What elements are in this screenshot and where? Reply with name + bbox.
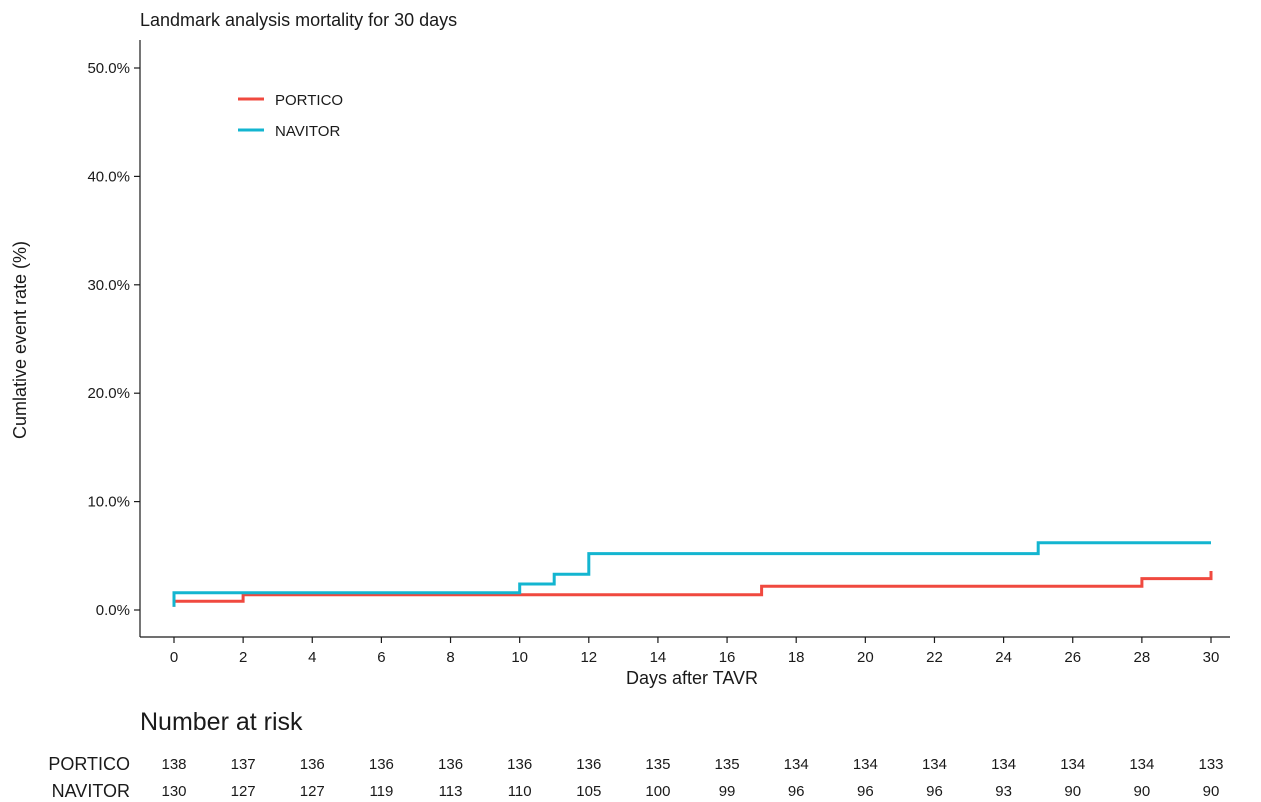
chart-title: Landmark analysis mortality for 30 days — [140, 10, 457, 30]
x-tick-label: 20 — [857, 649, 874, 666]
risk-cell: 135 — [715, 756, 740, 773]
risk-cell: 100 — [645, 783, 670, 800]
risk-cell: 110 — [508, 783, 532, 800]
x-tick-label: 6 — [377, 649, 385, 666]
x-tick-label: 10 — [511, 649, 528, 666]
risk-cell: 96 — [788, 783, 805, 800]
y-tick-label: 10.0% — [87, 494, 130, 511]
x-axis-title: Days after TAVR — [626, 668, 758, 688]
y-tick-label: 40.0% — [87, 168, 130, 185]
y-tick-label: 50.0% — [87, 60, 130, 77]
risk-row-label: NAVITOR — [52, 781, 130, 801]
risk-cell: 136 — [369, 756, 394, 773]
risk-cell: 113 — [439, 783, 463, 800]
x-tick-label: 22 — [926, 649, 943, 666]
risk-cell: 99 — [719, 783, 736, 800]
risk-cell: 96 — [926, 783, 943, 800]
x-tick-label: 28 — [1134, 649, 1151, 666]
y-tick-label: 30.0% — [87, 277, 130, 294]
series-layer — [172, 541, 1213, 607]
x-tick-label: 14 — [650, 649, 667, 666]
risk-cell: 135 — [645, 756, 670, 773]
series-line-navitor — [172, 541, 1211, 607]
x-tick-label: 30 — [1203, 649, 1220, 666]
x-tick-label: 0 — [170, 649, 178, 666]
risk-cell: 136 — [300, 756, 325, 773]
x-tick-label: 2 — [239, 649, 247, 666]
risk-cell: 127 — [300, 783, 325, 800]
series-line-portico — [172, 571, 1213, 607]
risk-cell: 90 — [1134, 783, 1151, 800]
risk-cell: 134 — [1129, 756, 1154, 773]
risk-cell: 134 — [784, 756, 809, 773]
risk-row-label: PORTICO — [48, 754, 130, 774]
risk-table-title: Number at risk — [140, 708, 303, 736]
risk-cell: 136 — [576, 756, 601, 773]
risk-cell: 134 — [1060, 756, 1085, 773]
y-axis: 0.0% 10.0% 20.0% 30.0% 40.0% 50.0% — [87, 40, 141, 637]
risk-cell: 136 — [438, 756, 463, 773]
legend-label-navitor: NAVITOR — [275, 123, 340, 140]
risk-cell: 93 — [995, 783, 1012, 800]
y-tick-label: 0.0% — [96, 602, 130, 619]
y-ticks: 0.0% 10.0% 20.0% 30.0% 40.0% 50.0% — [87, 60, 140, 619]
x-tick-label: 24 — [995, 649, 1012, 666]
risk-cell: 134 — [991, 756, 1016, 773]
y-tick-label: 20.0% — [87, 385, 130, 402]
legend: PORTICO NAVITOR — [238, 92, 343, 140]
risk-cell: 137 — [231, 756, 256, 773]
risk-cell: 119 — [369, 783, 393, 800]
risk-cell: 134 — [853, 756, 878, 773]
legend-label-portico: PORTICO — [275, 92, 343, 109]
x-tick-label: 16 — [719, 649, 736, 666]
risk-cell: 133 — [1198, 756, 1223, 773]
x-tick-label: 18 — [788, 649, 805, 666]
risk-cell: 138 — [161, 756, 186, 773]
risk-cell: 136 — [507, 756, 532, 773]
risk-cell: 127 — [231, 783, 256, 800]
risk-cell: 90 — [1203, 783, 1220, 800]
x-tick-label: 8 — [446, 649, 454, 666]
risk-cell: 105 — [576, 783, 601, 800]
y-axis-title: Cumlative event rate (%) — [10, 241, 30, 439]
x-tick-label: 4 — [308, 649, 316, 666]
risk-table: PORTICO 138 137 136 136 136 136 136 135 135 134 134… — [48, 754, 1223, 801]
risk-cell: 96 — [857, 783, 874, 800]
x-axis: 0 2 4 6 8 10 12 14 16 18 20 22 24 26 28 30 — [140, 636, 1230, 666]
x-ticks: 0 2 4 6 8 10 12 14 16 18 20 22 24 26 28 30 — [170, 637, 1220, 666]
risk-cell: 134 — [922, 756, 947, 773]
risk-cell: 130 — [161, 783, 186, 800]
x-tick-label: 26 — [1064, 649, 1081, 666]
x-tick-label: 12 — [580, 649, 597, 666]
risk-cell: 90 — [1064, 783, 1081, 800]
